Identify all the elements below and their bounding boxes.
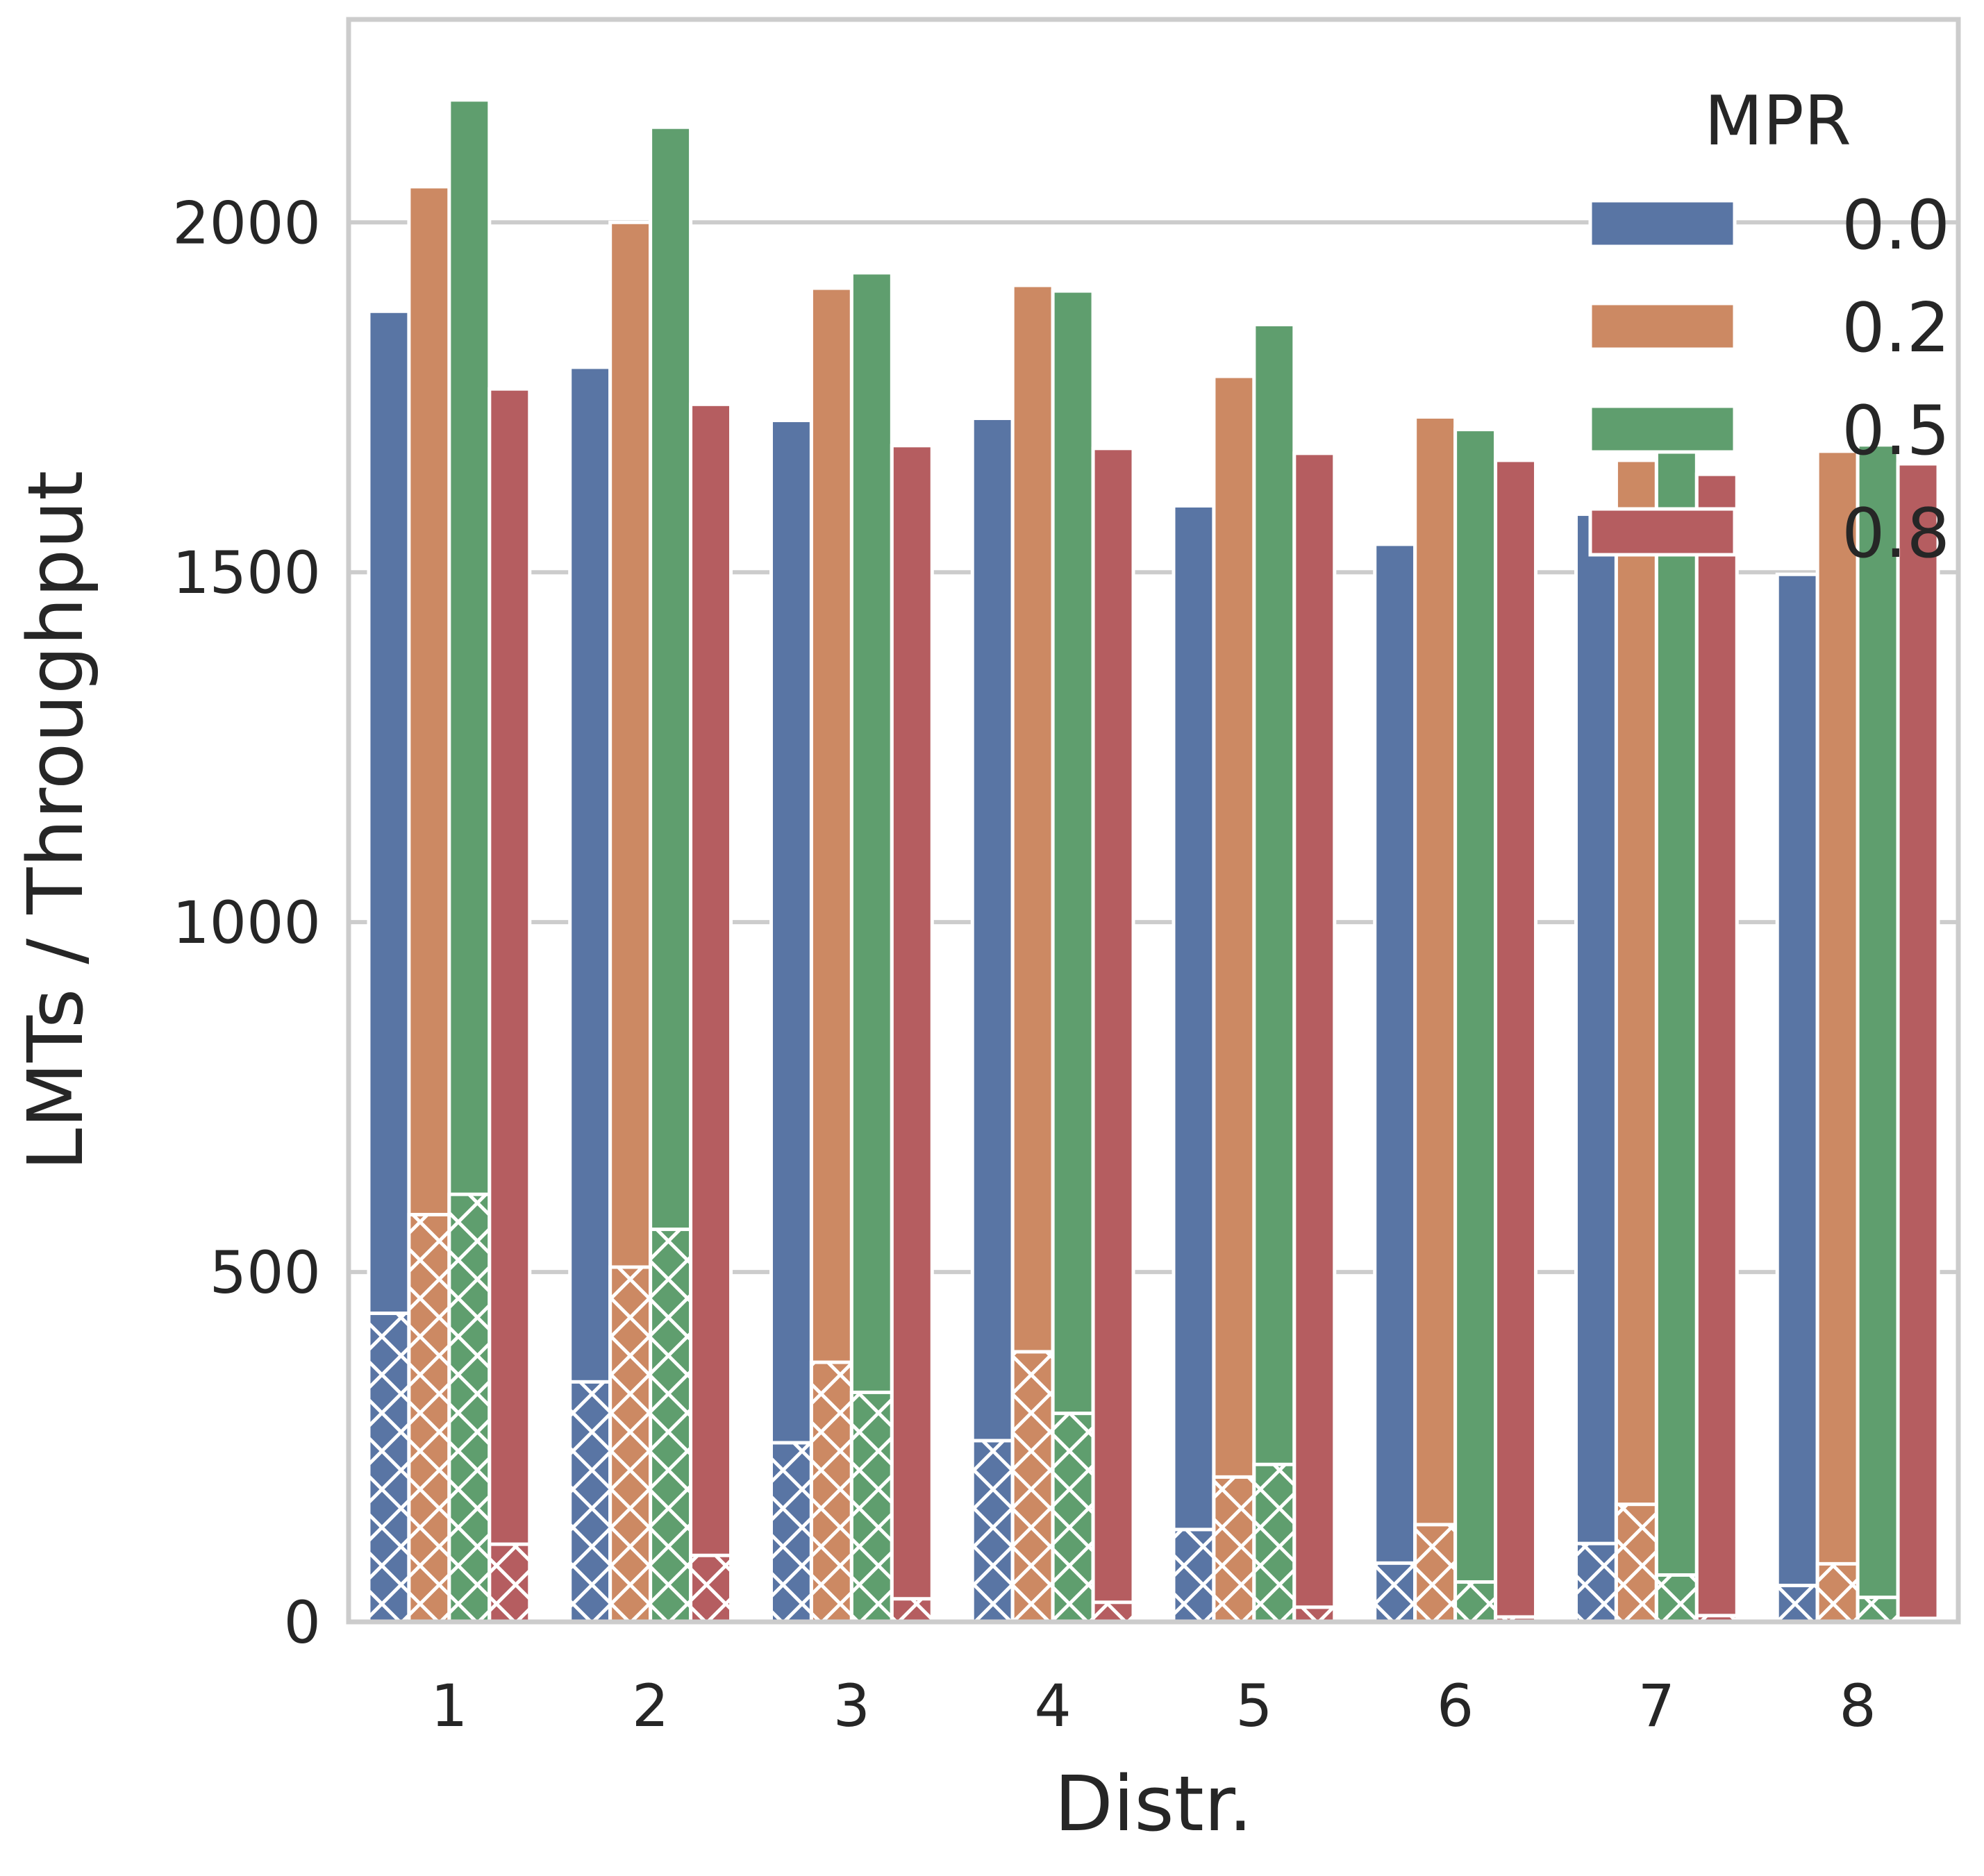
legend-swatch bbox=[1588, 507, 1737, 557]
x-tick-label: 2 bbox=[632, 1672, 669, 1740]
legend-entry-label: 0.2 bbox=[1842, 289, 1950, 368]
bar-lmts bbox=[1694, 472, 1739, 1624]
y-tick-label: 1000 bbox=[172, 889, 321, 957]
bar-lmts bbox=[487, 387, 532, 1624]
bar-throughput-hatch bbox=[489, 1544, 530, 1622]
bar-lmts bbox=[1051, 289, 1095, 1624]
bar-lmts bbox=[890, 444, 934, 1624]
x-axis-label: Distr. bbox=[1054, 1759, 1253, 1848]
bar-throughput-hatch bbox=[610, 1267, 651, 1622]
bar-throughput-hatch bbox=[972, 1440, 1013, 1622]
bar-throughput-hatch bbox=[1053, 1413, 1094, 1622]
bar-throughput-hatch bbox=[1495, 1616, 1536, 1622]
x-tick-label: 7 bbox=[1638, 1672, 1675, 1740]
x-tick-label: 3 bbox=[833, 1672, 870, 1740]
bar-throughput-hatch bbox=[1093, 1602, 1134, 1622]
bar-throughput-hatch bbox=[1374, 1563, 1415, 1622]
legend-swatch bbox=[1588, 301, 1737, 351]
legend-entry-label: 0.8 bbox=[1842, 494, 1950, 573]
bar-throughput-hatch bbox=[368, 1313, 409, 1622]
bar-throughput-hatch bbox=[1294, 1607, 1335, 1622]
legend-title: MPR bbox=[1704, 82, 1851, 161]
legend-entry-label: 0.0 bbox=[1842, 186, 1950, 265]
bar-throughput-hatch bbox=[811, 1362, 852, 1622]
bar-lmts bbox=[1815, 449, 1860, 1624]
bar-throughput-hatch bbox=[851, 1392, 892, 1622]
bar-throughput-hatch bbox=[449, 1194, 490, 1622]
bar-lmts bbox=[1494, 458, 1538, 1624]
bar-throughput-hatch bbox=[408, 1214, 449, 1622]
y-tick-labels: 0 500 1000 1500 2000 bbox=[172, 189, 321, 1657]
bar-lmts bbox=[689, 402, 733, 1624]
bar-throughput-hatch bbox=[892, 1598, 933, 1622]
bar-throughput-hatch bbox=[1858, 1597, 1899, 1622]
bar-throughput-hatch bbox=[1173, 1529, 1214, 1622]
bar-throughput-hatch bbox=[1616, 1504, 1657, 1622]
bar-throughput-hatch bbox=[1012, 1351, 1053, 1622]
x-tick-label: 4 bbox=[1034, 1672, 1071, 1740]
bar-throughput-hatch bbox=[1576, 1543, 1617, 1622]
x-tick-label: 8 bbox=[1839, 1672, 1876, 1740]
y-axis-label: LMTs / Throughput bbox=[11, 471, 100, 1171]
x-tick-label: 5 bbox=[1235, 1672, 1272, 1740]
x-tick-label: 6 bbox=[1437, 1672, 1474, 1740]
bar-lmts bbox=[1172, 503, 1216, 1624]
bar-lmts bbox=[1413, 414, 1458, 1624]
bar-throughput-hatch bbox=[650, 1229, 691, 1622]
legend-entry-label: 0.5 bbox=[1842, 392, 1950, 471]
bar-lmts bbox=[1373, 542, 1417, 1624]
bar-throughput-hatch bbox=[1455, 1582, 1496, 1622]
bar-lmts bbox=[1614, 458, 1658, 1624]
y-tick-label: 2000 bbox=[172, 189, 321, 257]
bar-lmts bbox=[1091, 446, 1135, 1624]
bar-throughput-hatch bbox=[690, 1555, 731, 1622]
bar-throughput-hatch bbox=[1817, 1564, 1858, 1622]
x-tick-labels: 1 2 3 4 5 6 7 8 bbox=[431, 1672, 1876, 1740]
bar-throughput-hatch bbox=[771, 1442, 812, 1622]
bar-throughput-hatch bbox=[1656, 1575, 1697, 1622]
bar-lmts bbox=[1856, 443, 1900, 1624]
bar-lmts bbox=[769, 419, 813, 1624]
x-tick-label: 1 bbox=[431, 1672, 467, 1740]
bar-throughput-hatch bbox=[1253, 1464, 1294, 1622]
bar-lmts bbox=[1292, 451, 1337, 1624]
bar-throughput-hatch bbox=[1415, 1524, 1456, 1622]
y-tick-label: 500 bbox=[210, 1239, 321, 1307]
bars bbox=[367, 98, 1940, 1624]
bar-lmts bbox=[1775, 572, 1819, 1624]
bar-lmts bbox=[1896, 462, 1940, 1624]
bar-lmts bbox=[1453, 428, 1498, 1624]
y-tick-label: 0 bbox=[284, 1589, 321, 1657]
bar-throughput-hatch bbox=[1697, 1615, 1737, 1622]
plot-frame bbox=[346, 17, 1961, 1625]
legend: MPR 0.0 0.2 0.5 0.8 bbox=[1588, 82, 1950, 573]
legend-swatch bbox=[1588, 199, 1737, 249]
legend-swatch bbox=[1588, 404, 1737, 454]
y-tick-label: 1500 bbox=[172, 539, 321, 607]
bar-lmts bbox=[1212, 374, 1256, 1624]
bar-throughput-hatch bbox=[1213, 1477, 1254, 1622]
bar-lmts bbox=[1252, 322, 1297, 1624]
bar-throughput-hatch bbox=[1777, 1585, 1818, 1622]
bar-lmts bbox=[1574, 512, 1618, 1624]
bar-lmts bbox=[1654, 439, 1699, 1624]
bar-throughput-hatch bbox=[569, 1382, 610, 1622]
